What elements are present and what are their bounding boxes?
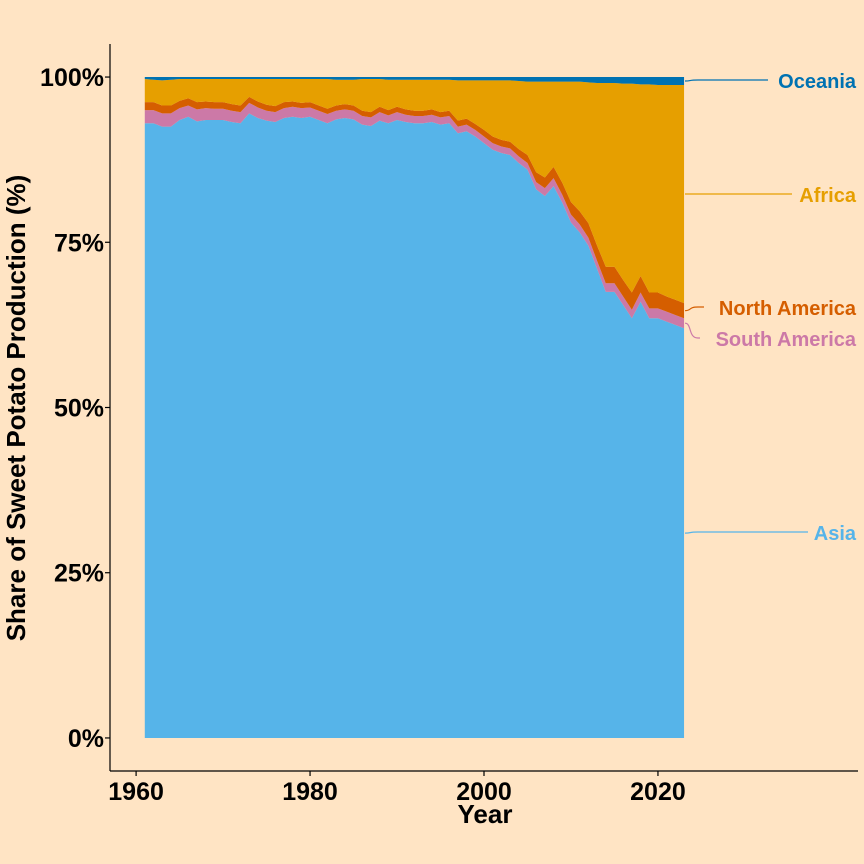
- y-tick-label: 100%: [40, 64, 104, 92]
- x-tick-label: 2000: [456, 778, 512, 806]
- series-labels: Asia South America North America Africa Ocea…: [684, 71, 857, 545]
- series-label-north-america: North America: [719, 298, 857, 320]
- leader-line-north-america: [684, 306, 704, 312]
- y-tick-label: 0%: [68, 725, 104, 753]
- x-tick-label: 1960: [108, 778, 164, 806]
- area-asia: [144, 113, 685, 738]
- x-tick-label: 2020: [630, 778, 686, 806]
- axes: 0% 25% 50% 75% 100% 1960 1980 2000 2020: [40, 44, 858, 806]
- series-label-asia: Asia: [814, 523, 857, 545]
- y-tick-label: 75%: [54, 229, 104, 257]
- x-tick-label: 1980: [282, 778, 338, 806]
- y-axis-title: Share of Sweet Potato Production (%): [1, 175, 31, 642]
- series-label-oceania: Oceania: [778, 71, 857, 93]
- area-oceania: [144, 77, 685, 85]
- leader-line-south-america: [684, 322, 700, 339]
- leader-line-asia: [684, 531, 808, 534]
- series-label-south-america: South America: [716, 329, 857, 351]
- stacked-areas: [144, 77, 685, 738]
- x-axis-ticks: 1960 1980 2000 2020: [108, 771, 686, 806]
- leader-line-oceania: [684, 79, 768, 82]
- y-axis-ticks: 0% 25% 50% 75% 100%: [40, 64, 110, 753]
- area-africa: [144, 79, 685, 304]
- series-label-africa: Africa: [799, 185, 857, 207]
- y-tick-label: 25%: [54, 560, 104, 588]
- y-tick-label: 50%: [54, 395, 104, 423]
- x-axis-title: Year: [458, 799, 513, 829]
- area-north-america: [144, 96, 685, 319]
